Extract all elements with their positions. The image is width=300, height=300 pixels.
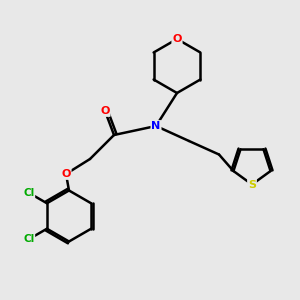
- Text: N: N: [152, 121, 160, 131]
- Text: O: O: [61, 169, 71, 179]
- Text: Cl: Cl: [23, 188, 34, 198]
- Text: S: S: [248, 179, 256, 190]
- Text: O: O: [100, 106, 110, 116]
- Text: Cl: Cl: [23, 234, 34, 244]
- Text: O: O: [172, 34, 182, 44]
